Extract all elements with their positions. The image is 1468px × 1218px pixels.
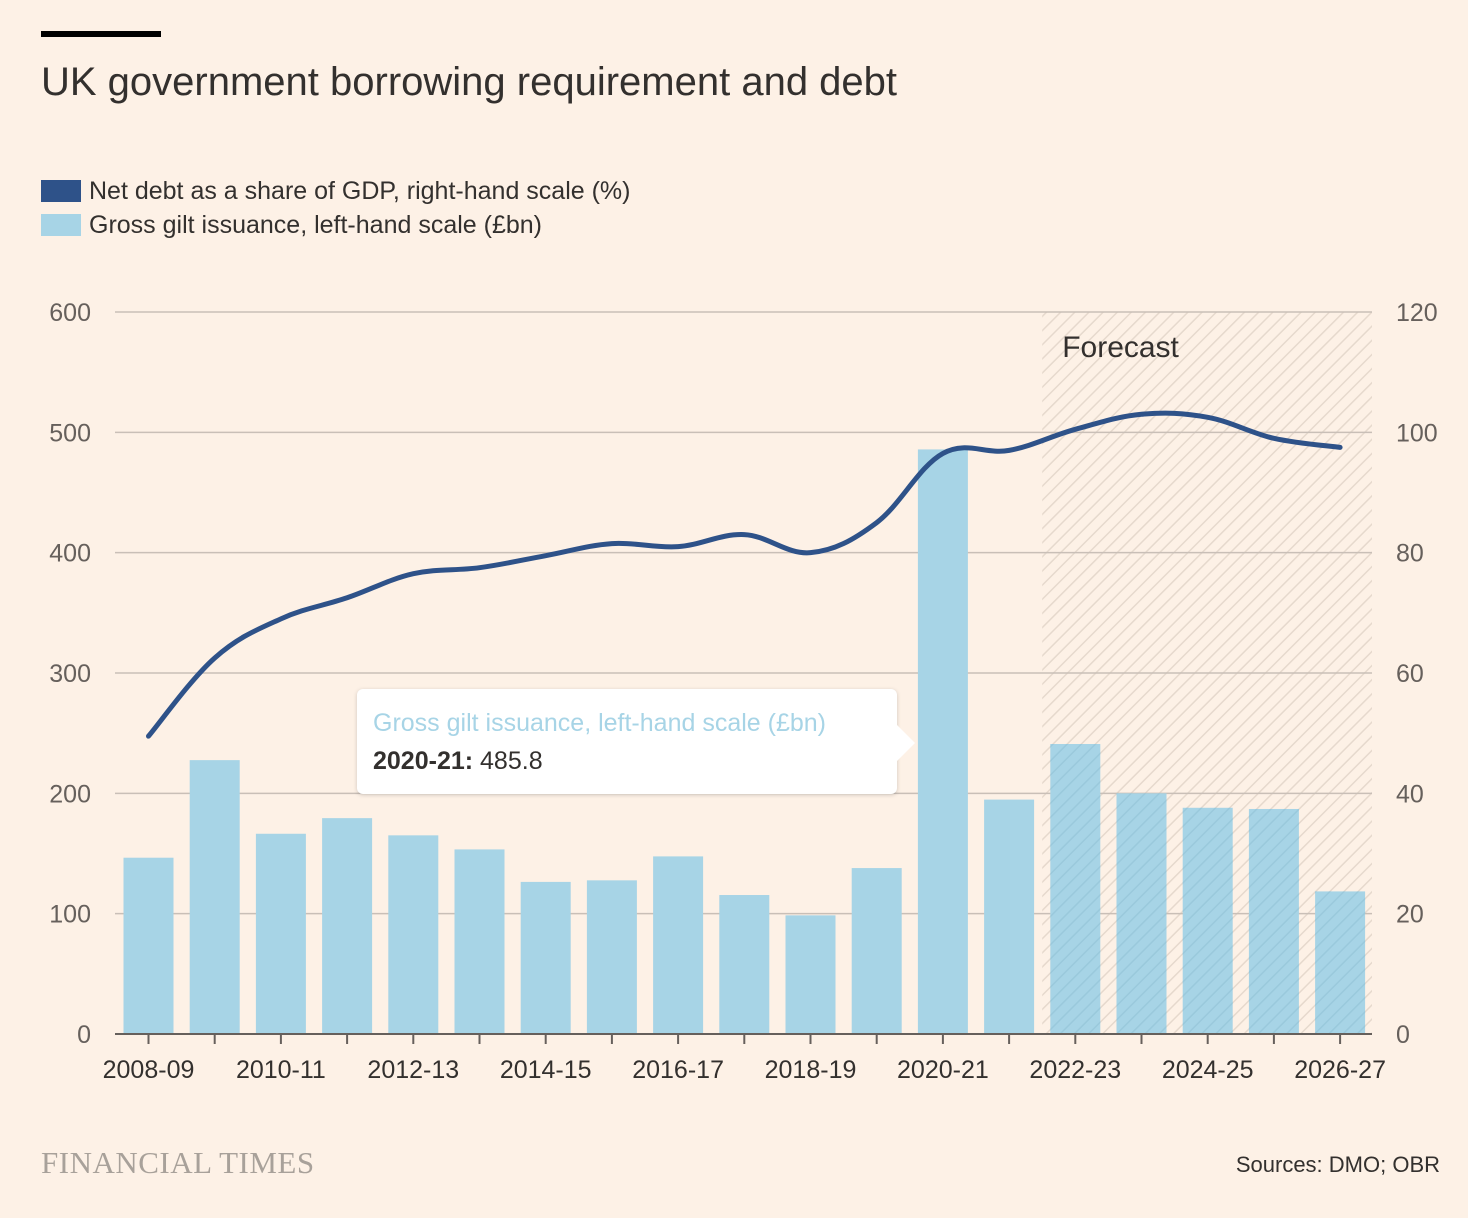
gilt-bar-2020-21 — [917, 449, 968, 1034]
x-axis-tick-label: 2008-09 — [103, 1056, 195, 1084]
left-axis-tick-label: 400 — [49, 540, 91, 568]
left-axis-tick-label: 200 — [49, 780, 91, 808]
x-axis-tick-label: 2026-27 — [1294, 1056, 1386, 1084]
legend-label-gilt-issuance: Gross gilt issuance, left-hand scale (£b… — [89, 210, 542, 239]
tooltip-category: 2020-21: — [373, 747, 474, 775]
right-axis-tick-label: 120 — [1396, 299, 1438, 327]
gilt-bar-2010-11 — [255, 833, 306, 1034]
gilt-bar-2014-15 — [520, 881, 571, 1034]
gilt-bar-hatch-2022-23 — [1050, 743, 1101, 1034]
gilt-bar-2012-13 — [388, 835, 439, 1034]
gilt-issuance-swatch — [41, 214, 81, 236]
right-axis-tick-label: 80 — [1396, 540, 1424, 568]
gilt-bar-2018-19 — [785, 915, 836, 1034]
left-axis-tick-label: 500 — [49, 419, 91, 447]
x-axis-tick-label: 2010-11 — [236, 1056, 326, 1084]
x-axis-tick-label: 2020-21 — [897, 1056, 989, 1084]
left-axis-tick-label: 300 — [49, 660, 91, 688]
x-axis-tick-label: 2022-23 — [1029, 1056, 1121, 1084]
left-axis-tick-label: 0 — [77, 1021, 91, 1049]
gilt-bar-hatch-2024-25 — [1182, 807, 1233, 1034]
gilt-bar-2011-12 — [322, 818, 373, 1034]
right-axis-tick-label: 100 — [1396, 419, 1438, 447]
legend-item-gilt-issuance[interactable]: Gross gilt issuance, left-hand scale (£b… — [41, 208, 630, 242]
gilt-bar-hatch-2025-26 — [1248, 808, 1299, 1034]
tooltip-series-label: Gross gilt issuance, left-hand scale (£b… — [373, 709, 826, 737]
legend-label-net-debt: Net debt as a share of GDP, right-hand s… — [89, 176, 631, 205]
right-axis-tick-label: 0 — [1396, 1021, 1410, 1049]
gilt-bar-2009-10 — [189, 760, 240, 1034]
gilt-bar-2015-16 — [586, 880, 637, 1034]
left-axis-tick-label: 100 — [49, 901, 91, 929]
gilt-bar-2019-20 — [851, 868, 902, 1034]
gilt-bar-2016-17 — [653, 856, 704, 1034]
gilt-bar-hatch-2026-27 — [1315, 891, 1366, 1034]
source-note: Sources: DMO; OBR — [1235, 1152, 1440, 1177]
tooltip-value-row: 2020-21: 485.8 — [373, 747, 543, 776]
right-axis-tick-label: 60 — [1396, 660, 1424, 688]
left-axis-tick-label: 600 — [49, 299, 91, 327]
right-axis-tick-label: 40 — [1396, 780, 1424, 808]
x-axis-tick-label: 2024-25 — [1162, 1056, 1254, 1084]
gilt-bar-hatch-2023-24 — [1116, 793, 1167, 1034]
chart-title: UK government borrowing requirement and … — [41, 60, 898, 104]
tooltip: Gross gilt issuance, left-hand scale (£b… — [357, 689, 915, 794]
ft-logo: FINANCIAL TIMES — [41, 1145, 315, 1180]
legend-item-net-debt[interactable]: Net debt as a share of GDP, right-hand s… — [41, 174, 630, 208]
gilt-bar-2013-14 — [454, 849, 505, 1034]
forecast-label: Forecast — [1062, 331, 1179, 364]
gilt-bar-2021-22 — [984, 799, 1035, 1034]
x-axis-tick-label: 2014-15 — [500, 1056, 592, 1084]
net-debt-swatch — [41, 180, 81, 202]
gilt-bar-2008-09 — [123, 857, 174, 1034]
legend: Net debt as a share of GDP, right-hand s… — [41, 174, 630, 242]
gilt-bar-2017-18 — [719, 895, 770, 1034]
x-axis-tick-label: 2016-17 — [632, 1056, 724, 1084]
x-axis-tick-label: 2012-13 — [367, 1056, 459, 1084]
header-rule — [41, 31, 161, 37]
right-axis-tick-label: 20 — [1396, 901, 1424, 929]
x-axis-tick-label: 2018-19 — [765, 1056, 857, 1084]
net-debt-line — [146, 410, 1343, 739]
tooltip-value: 485.8 — [480, 747, 543, 775]
